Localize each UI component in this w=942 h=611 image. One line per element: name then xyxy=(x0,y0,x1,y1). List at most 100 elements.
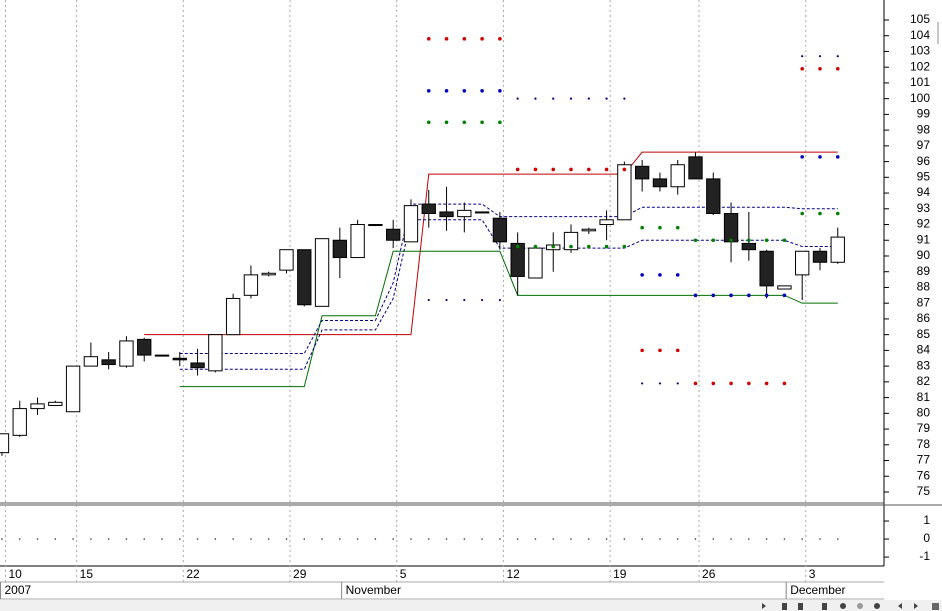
stop-marker xyxy=(551,244,556,249)
stop-marker xyxy=(747,293,751,298)
y-tick-label: 86 xyxy=(917,311,931,325)
stop-marker xyxy=(604,244,609,249)
stop-marker xyxy=(498,298,501,302)
indicator-dot xyxy=(267,538,270,540)
y-tick-label: -1 xyxy=(919,549,930,563)
toolbar xyxy=(0,600,942,611)
candle-body xyxy=(386,228,401,241)
candle-body xyxy=(830,236,845,263)
candle-body xyxy=(261,272,276,276)
x-tick-label: 3 xyxy=(809,567,816,581)
period-label: November xyxy=(346,583,401,597)
indicator-dot xyxy=(570,538,572,540)
y-tick-label: 93 xyxy=(917,201,931,215)
candle-body xyxy=(617,164,632,221)
stop-marker xyxy=(693,381,698,386)
indicator-dot xyxy=(1,538,3,540)
stop-marker xyxy=(622,167,627,172)
candle-body xyxy=(101,359,116,366)
icon[interactable] xyxy=(914,603,918,609)
y-tick-label: 85 xyxy=(917,327,931,341)
y-tick-label: 99 xyxy=(917,107,931,121)
stop-marker xyxy=(444,37,449,41)
stop-marker xyxy=(569,244,573,249)
stop-line xyxy=(144,151,838,336)
indicator-dot xyxy=(125,538,128,540)
x-tick-label: 22 xyxy=(186,567,200,581)
indicator-dot xyxy=(36,538,39,540)
icon[interactable] xyxy=(762,603,766,609)
candle-body xyxy=(48,401,63,406)
indicator-dot xyxy=(72,538,74,540)
y-tick-label: 101 xyxy=(910,75,930,89)
indicator-dot xyxy=(445,538,448,540)
indicator-dot xyxy=(196,538,199,540)
stop-marker xyxy=(462,88,467,93)
stop-marker xyxy=(818,155,822,159)
y-tick-label: 81 xyxy=(917,390,931,404)
icon[interactable] xyxy=(857,603,863,609)
indicator-dot xyxy=(694,538,697,540)
candle-body xyxy=(297,249,312,306)
candle-body xyxy=(812,250,828,263)
icon[interactable] xyxy=(822,603,827,610)
candle-body xyxy=(314,238,330,307)
indicator-dot xyxy=(410,538,412,540)
candle-body xyxy=(777,285,792,290)
icon[interactable] xyxy=(782,603,787,610)
stop-marker xyxy=(586,244,591,249)
candle-body xyxy=(225,297,241,336)
stop-marker xyxy=(604,167,609,172)
icon[interactable] xyxy=(898,603,902,609)
icon[interactable] xyxy=(840,603,846,609)
candle-body xyxy=(563,231,579,251)
stop-marker xyxy=(498,120,502,125)
candle-body xyxy=(759,250,774,287)
stop-marker xyxy=(534,97,537,100)
stop-marker xyxy=(835,66,840,71)
indicator-dot xyxy=(161,538,163,540)
candle-body xyxy=(154,354,170,357)
icon[interactable] xyxy=(874,603,880,609)
indicator-dot xyxy=(676,538,679,540)
indicator-dot xyxy=(463,538,466,540)
candle-body xyxy=(634,165,650,180)
stop-marker xyxy=(676,382,679,385)
stop-marker xyxy=(658,273,662,277)
indicator-dot xyxy=(250,538,252,540)
stop-marker xyxy=(587,97,590,100)
x-tick-label: 15 xyxy=(80,567,94,581)
indicator-dot xyxy=(18,538,21,540)
y-tick-label: 89 xyxy=(917,264,931,278)
candle-body xyxy=(741,242,757,251)
candle-body xyxy=(670,164,685,188)
y-tick-label: 92 xyxy=(917,217,931,231)
stop-marker xyxy=(729,381,733,386)
candle-body xyxy=(279,249,294,271)
indicator-dot xyxy=(285,538,288,540)
stop-marker xyxy=(801,55,804,58)
candle-body xyxy=(137,338,152,356)
indicator-dot xyxy=(641,538,643,540)
stop-marker xyxy=(693,293,698,298)
stop-marker xyxy=(658,225,662,230)
y-tick-label: 104 xyxy=(910,28,930,42)
stop-marker xyxy=(800,66,804,71)
candle-body xyxy=(652,178,668,188)
y-tick-label: 96 xyxy=(917,154,931,168)
stop-marker xyxy=(586,167,591,172)
indicator-dot xyxy=(54,538,57,540)
indicator-dot xyxy=(765,538,768,540)
candle-body xyxy=(12,408,27,436)
stop-marker xyxy=(552,97,555,100)
stop-marker xyxy=(835,211,840,216)
stop-marker xyxy=(675,225,680,230)
icon[interactable] xyxy=(798,603,803,610)
candle-body xyxy=(795,250,810,276)
y-tick-label: 1 xyxy=(923,513,930,527)
stop-marker xyxy=(800,155,804,159)
indicator-dot xyxy=(143,538,146,540)
stop-marker xyxy=(515,167,520,172)
icon[interactable] xyxy=(932,603,939,610)
